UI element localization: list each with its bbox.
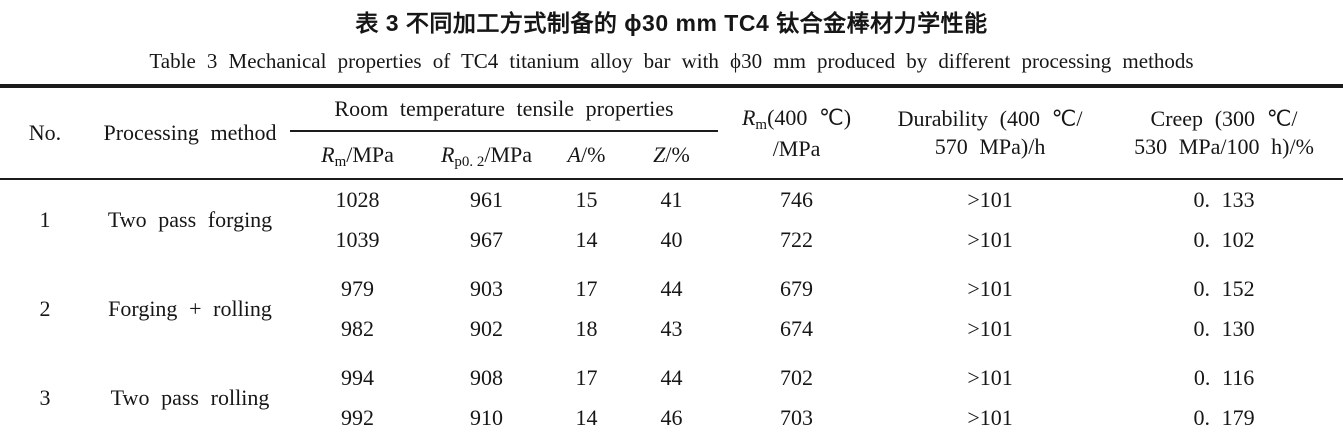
col-header-durability: Durability (400 ℃/ 570 MPa)/h — [875, 86, 1106, 180]
table-row: 1039 967 14 40 722 >101 0. 102 — [0, 220, 1343, 260]
col-header-creep-line1: Creep (300 ℃/ — [1150, 106, 1298, 131]
cell-z: 43 — [660, 316, 683, 341]
col-header-rm-400-line2: /MPa — [772, 135, 821, 161]
cell-z: 41 — [660, 187, 683, 212]
cell-rm: 979 — [341, 276, 374, 301]
cell-rm: 992 — [341, 405, 374, 430]
table-caption-en: Table 3 Mechanical properties of TC4 tit… — [149, 49, 1194, 73]
cell-a: 15 — [575, 187, 598, 212]
table-row: 1 Two pass forging 1028 961 15 41 746 >1… — [0, 179, 1343, 232]
cell-rp02: 961 — [470, 187, 503, 212]
cell-a: 17 — [575, 365, 598, 390]
col-header-reduction: Z/% — [625, 131, 719, 180]
cell-rm400: 702 — [780, 365, 814, 390]
col-header-durability-line2: 570 MPa)/h — [934, 134, 1046, 159]
cell-rp02: 908 — [470, 365, 503, 390]
col-header-processing-method: Processing method — [90, 86, 290, 180]
cell-rm: 982 — [341, 316, 374, 341]
row-processing-method: Forging + rolling — [108, 296, 272, 321]
col-header-elongation: A/% — [548, 131, 625, 180]
cell-durability: >101 — [967, 227, 1013, 252]
cell-rm: 1028 — [335, 187, 380, 212]
cell-a: 17 — [575, 276, 598, 301]
cell-a: 18 — [575, 316, 598, 341]
table-row: 2 Forging + rolling 979 903 17 44 679 >1… — [0, 260, 1343, 321]
cell-creep: 0. 179 — [1193, 405, 1255, 430]
cell-durability: >101 — [967, 405, 1013, 430]
cell-a: 14 — [575, 227, 598, 252]
cell-rp02: 903 — [470, 276, 503, 301]
cell-z: 46 — [660, 405, 683, 430]
cell-durability: >101 — [967, 316, 1013, 341]
col-header-rp02: Rp0. 2/MPa — [425, 131, 548, 180]
col-header-no: No. — [0, 86, 90, 180]
group-two-pass-forging: 1 Two pass forging 1028 961 15 41 746 >1… — [0, 179, 1343, 260]
cell-durability: >101 — [967, 187, 1013, 212]
col-header-rm-400: Rm(400 ℃) /MPa — [718, 86, 876, 180]
col-header-creep: Creep (300 ℃/ 530 MPa/100 h)/% — [1105, 86, 1343, 180]
cell-z: 44 — [660, 365, 683, 390]
cell-rm400: 703 — [780, 405, 814, 430]
cell-rm400: 722 — [780, 227, 814, 252]
cell-z: 40 — [660, 227, 683, 252]
cell-rm: 1039 — [335, 227, 380, 252]
cell-rm400: 674 — [780, 316, 814, 341]
cell-rm: 994 — [341, 365, 374, 390]
row-processing-method: Two pass forging — [107, 207, 273, 232]
cell-creep: 0. 130 — [1193, 316, 1255, 341]
cell-creep: 0. 116 — [1193, 365, 1255, 390]
col-group-room-temp-tensile: Room temperature tensile properties — [290, 86, 719, 132]
col-header-durability-line1: Durability (400 ℃/ — [897, 106, 1083, 131]
cell-creep: 0. 102 — [1193, 227, 1255, 252]
row-processing-method: Two pass rolling — [110, 385, 270, 410]
cell-rp02: 967 — [470, 227, 503, 252]
group-forging-plus-rolling: 2 Forging + rolling 979 903 17 44 679 >1… — [0, 260, 1343, 349]
cell-durability: >101 — [967, 365, 1013, 390]
table-row: 982 902 18 43 674 >101 0. 130 — [0, 309, 1343, 349]
table-row: 992 910 14 46 703 >101 0. 179 — [0, 398, 1343, 436]
mechanical-properties-table: No. Processing method Room temperature t… — [0, 84, 1343, 436]
cell-rm400: 746 — [780, 187, 814, 212]
table-caption-zh: 表 3 不同加工方式制备的 ϕ30 mm TC4 钛合金棒材力学性能 — [355, 10, 988, 36]
group-two-pass-rolling: 3 Two pass rolling 994 908 17 44 702 >10… — [0, 349, 1343, 436]
col-header-rm: Rm/MPa — [290, 131, 425, 180]
col-header-creep-line2: 530 MPa/100 h)/% — [1134, 134, 1314, 159]
cell-rp02: 902 — [470, 316, 503, 341]
cell-a: 14 — [575, 405, 598, 430]
cell-creep: 0. 133 — [1193, 187, 1255, 212]
row-no: 2 — [39, 296, 51, 321]
col-header-rm-400-line1: Rm(400 ℃) — [741, 104, 852, 133]
cell-rm400: 679 — [780, 276, 814, 301]
cell-z: 44 — [660, 276, 683, 301]
row-no: 3 — [39, 385, 51, 410]
cell-creep: 0. 152 — [1193, 276, 1255, 301]
cell-durability: >101 — [967, 276, 1013, 301]
table-row: 3 Two pass rolling 994 908 17 44 702 >10… — [0, 349, 1343, 410]
cell-rp02: 910 — [470, 405, 503, 430]
row-no: 1 — [39, 207, 51, 232]
